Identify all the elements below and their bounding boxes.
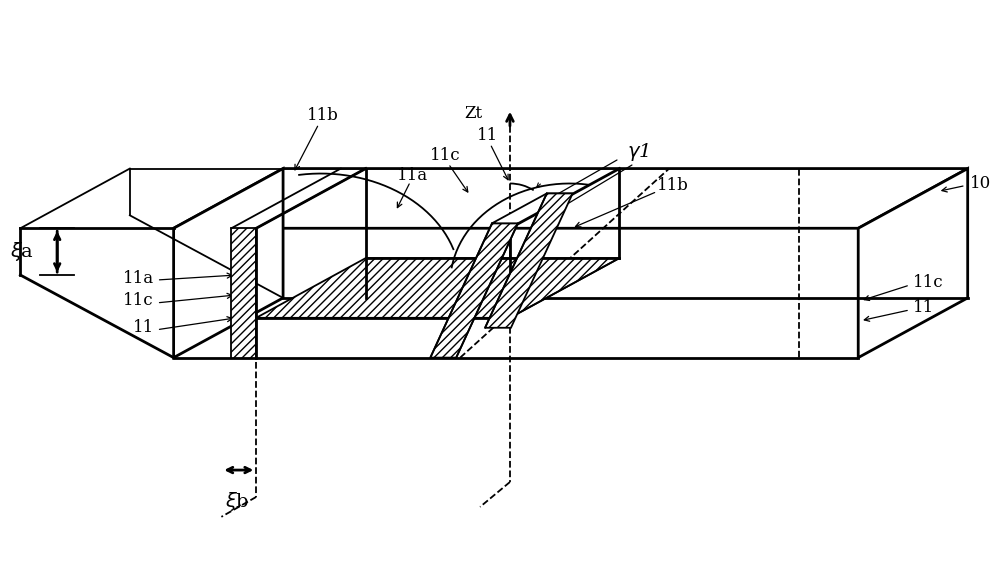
Text: 11b: 11b bbox=[307, 108, 339, 124]
Polygon shape bbox=[485, 194, 573, 328]
Text: $\xi$b: $\xi$b bbox=[225, 490, 250, 513]
Polygon shape bbox=[430, 224, 518, 358]
Text: $\gamma$1: $\gamma$1 bbox=[627, 141, 649, 163]
Text: 11: 11 bbox=[477, 127, 499, 144]
Polygon shape bbox=[174, 168, 283, 358]
Text: 11: 11 bbox=[913, 300, 934, 316]
Text: 11c: 11c bbox=[123, 292, 154, 310]
Polygon shape bbox=[231, 228, 256, 358]
Polygon shape bbox=[858, 168, 968, 358]
Polygon shape bbox=[256, 258, 619, 318]
Text: 11a: 11a bbox=[397, 167, 428, 184]
Text: $\xi$a: $\xi$a bbox=[10, 240, 34, 263]
Text: Zt: Zt bbox=[464, 105, 482, 122]
Text: 11b: 11b bbox=[657, 177, 689, 194]
Text: 11a: 11a bbox=[123, 270, 154, 287]
Text: 11: 11 bbox=[132, 319, 154, 336]
Text: 11c: 11c bbox=[430, 147, 461, 164]
Text: 11c: 11c bbox=[913, 275, 944, 292]
Polygon shape bbox=[492, 194, 573, 224]
Text: 10: 10 bbox=[970, 175, 991, 192]
Polygon shape bbox=[174, 168, 968, 228]
